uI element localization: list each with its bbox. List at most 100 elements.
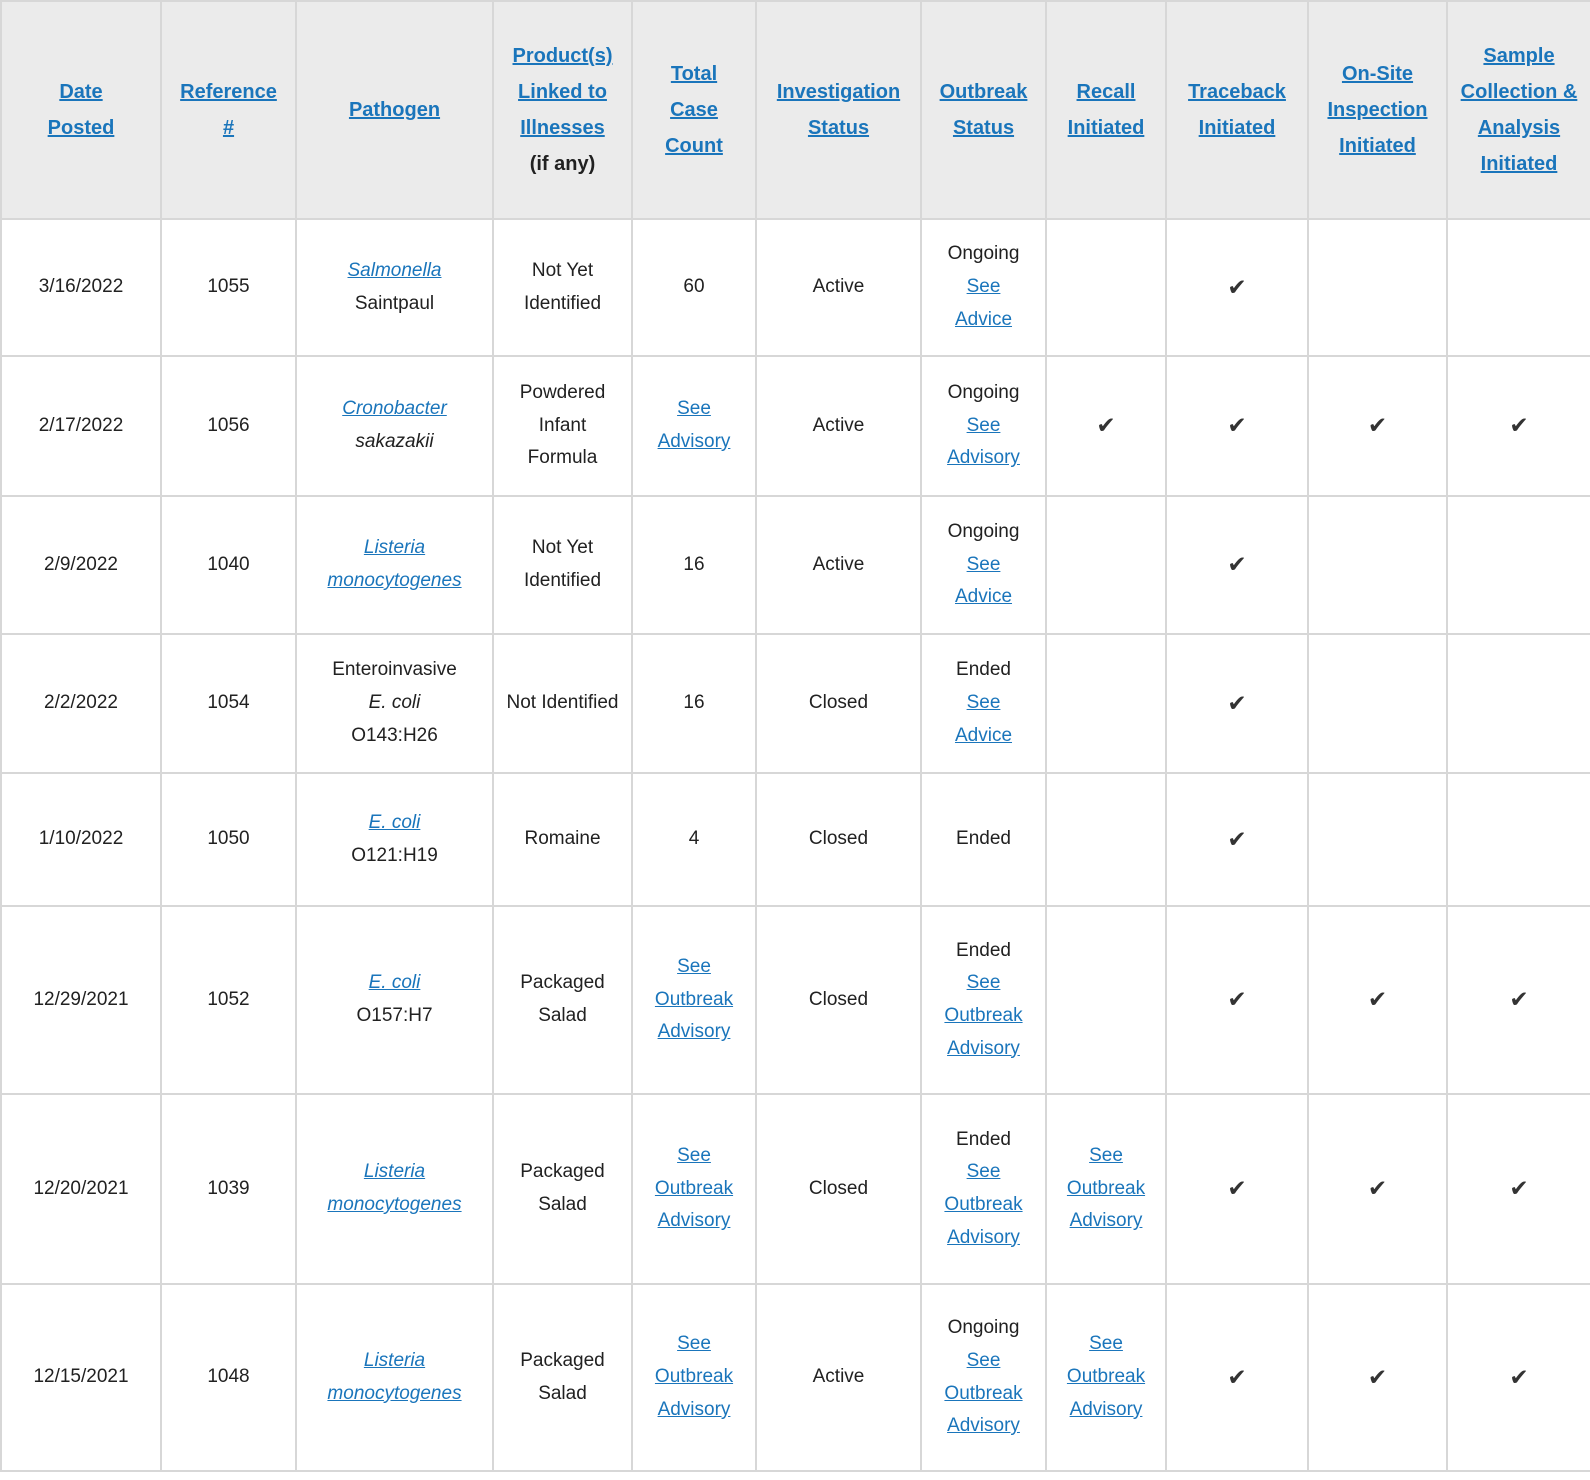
outbreak-status-link[interactable]: See Outbreak Advisory <box>944 1161 1023 1248</box>
date-cell: 1/10/2022 <box>0 772 162 907</box>
outbreak-status-link[interactable]: See Outbreak Advisory <box>944 1349 1023 1437</box>
column-header-link[interactable]: Reference # <box>180 81 277 139</box>
table-row: 2/2/2022 1054 Enteroinvasive E. coli O143:H2… <box>0 633 1590 774</box>
column-header-outbreak_status: Outbreak Status <box>920 0 1047 220</box>
traceback-cell: ✔ <box>1165 633 1309 774</box>
reference-cell: 1052 <box>160 905 297 1095</box>
recall-cell <box>1045 218 1167 357</box>
product-cell: Packaged Salad <box>492 905 633 1095</box>
column-header-link[interactable]: Outbreak Status <box>939 81 1028 139</box>
case-count-link[interactable]: See Outbreak Advisory <box>654 1333 734 1420</box>
case-count-link[interactable]: See Advisory <box>657 398 731 452</box>
column-header-link[interactable]: Sample Collection & Analysis Initiated <box>1460 45 1578 175</box>
product-cell: Packaged Salad <box>492 1283 633 1472</box>
product-text: Not Identified <box>506 692 619 714</box>
recall-cell: See Outbreak Advisory <box>1045 1093 1167 1285</box>
column-header-link[interactable]: Investigation Status <box>776 81 901 139</box>
pathogen-link[interactable]: Listeria monocytogenes <box>327 1349 462 1404</box>
product-text: Packaged Salad <box>520 972 605 1026</box>
pathogen-link[interactable]: E. coli <box>368 811 421 833</box>
product-cell: Powdered Infant Formula <box>492 355 633 497</box>
case-count-link[interactable]: See Outbreak Advisory <box>654 955 734 1043</box>
investigation-status-cell: Active <box>755 1283 922 1472</box>
onsite-cell: ✔ <box>1307 1093 1448 1285</box>
case-count-text: 16 <box>683 692 705 714</box>
outbreak-status-link[interactable]: See Advisory <box>947 414 1020 469</box>
pathogen-link[interactable]: Listeria monocytogenes <box>327 537 462 591</box>
outbreak-status-link[interactable]: See Outbreak Advisory <box>944 972 1023 1059</box>
traceback-cell: ✔ <box>1165 355 1309 497</box>
outbreak-status-link[interactable]: See Advice <box>954 276 1013 330</box>
traceback-cell: ✔ <box>1165 495 1309 635</box>
table-row: 12/29/2021 1052 E. coli O157:H7 Packaged Sal… <box>0 905 1590 1095</box>
column-header-link[interactable]: Total Case Count <box>665 63 723 157</box>
product-cell: Not Identified <box>492 633 633 774</box>
recall-link[interactable]: See Outbreak Advisory <box>1066 1333 1146 1420</box>
column-header-link[interactable]: Date Posted <box>47 81 115 139</box>
recall-cell <box>1045 633 1167 774</box>
investigation-status-cell: Closed <box>755 1093 922 1285</box>
traceback-check-icon: ✔ <box>1227 1175 1247 1202</box>
onsite-cell <box>1307 772 1448 907</box>
investigation-status-cell: Closed <box>755 905 922 1095</box>
traceback-check-icon: ✔ <box>1227 689 1247 716</box>
pathogen-text: E. coli <box>368 692 421 714</box>
pathogen-link[interactable]: Salmonella <box>347 259 442 281</box>
pathogen-cell: Salmonella Saintpaul <box>295 218 494 357</box>
sample-cell: ✔ <box>1446 1283 1590 1472</box>
column-header-link[interactable]: Pathogen <box>348 99 441 121</box>
recall-cell <box>1045 905 1167 1095</box>
outbreak-status-text: Ongoing <box>947 243 1020 265</box>
date-cell: 2/9/2022 <box>0 495 162 635</box>
date-cell: 12/15/2021 <box>0 1283 162 1472</box>
sample-cell <box>1446 495 1590 635</box>
column-header-link[interactable]: Traceback Initiated <box>1188 81 1286 139</box>
outbreak-status-text: Ended <box>956 1128 1011 1150</box>
product-cell: Not Yet Identified <box>492 218 633 357</box>
pathogen-text: sakazakii <box>355 431 434 452</box>
column-header-pathogen: Pathogen <box>295 0 494 220</box>
column-header-link[interactable]: Product(s) Linked to Illnesses <box>512 45 613 139</box>
pathogen-text: O143:H26 <box>351 724 438 746</box>
pathogen-link[interactable]: E. coli <box>368 972 421 994</box>
outbreak-status-link[interactable]: See Advice <box>954 692 1013 746</box>
outbreak-status-link[interactable]: See Advice <box>954 553 1013 608</box>
case-count-cell: See Outbreak Advisory <box>631 1283 757 1472</box>
case-count-cell: 4 <box>631 772 757 907</box>
header-row: Date Posted Reference # Pathogen Product(s)… <box>0 0 1590 220</box>
product-text: Not Yet Identified <box>523 259 602 314</box>
product-cell: Not Yet Identified <box>492 495 633 635</box>
product-text: Packaged Salad <box>520 1349 605 1404</box>
sample-cell: ✔ <box>1446 905 1590 1095</box>
product-text: Packaged Salad <box>520 1161 605 1215</box>
outbreak-status-text: Ended <box>956 659 1011 681</box>
traceback-check-icon: ✔ <box>1227 551 1247 578</box>
traceback-check-icon: ✔ <box>1227 825 1247 852</box>
pathogen-cell: E. coli O121:H19 <box>295 772 494 907</box>
pathogen-link[interactable]: Listeria monocytogenes <box>327 1161 462 1215</box>
outbreak-status-text: Ongoing <box>947 1317 1020 1339</box>
sample-collection-check-icon: ✔ <box>1509 412 1529 439</box>
date-cell: 12/29/2021 <box>0 905 162 1095</box>
pathogen-text: O121:H19 <box>351 844 438 866</box>
outbreak-status-cell: Ended See Outbreak Advisory <box>920 1093 1047 1285</box>
table-row: 3/16/2022 1055 Salmonella Saintpaul Not Yet … <box>0 218 1590 357</box>
reference-cell: 1048 <box>160 1283 297 1472</box>
pathogen-text: O157:H7 <box>356 1005 433 1026</box>
recall-link[interactable]: See Outbreak Advisory <box>1066 1144 1146 1232</box>
reference-cell: 1039 <box>160 1093 297 1285</box>
column-header-recall: Recall Initiated <box>1045 0 1167 220</box>
pathogen-text: Saintpaul <box>354 292 435 314</box>
column-header-link[interactable]: Recall Initiated <box>1067 81 1145 139</box>
pathogen-link[interactable]: Cronobacter <box>342 398 447 420</box>
product-text: Romaine <box>524 828 601 850</box>
recall-cell: See Outbreak Advisory <box>1045 1283 1167 1472</box>
outbreak-status-cell: Ongoing See Advice <box>920 218 1047 357</box>
sample-cell: ✔ <box>1446 355 1590 497</box>
onsite-inspection-check-icon: ✔ <box>1367 986 1388 1013</box>
column-header-link[interactable]: On-Site Inspection Initiated <box>1327 63 1428 157</box>
reference-cell: 1054 <box>160 633 297 774</box>
traceback-cell: ✔ <box>1165 1283 1309 1472</box>
case-count-link[interactable]: See Outbreak Advisory <box>654 1144 734 1232</box>
